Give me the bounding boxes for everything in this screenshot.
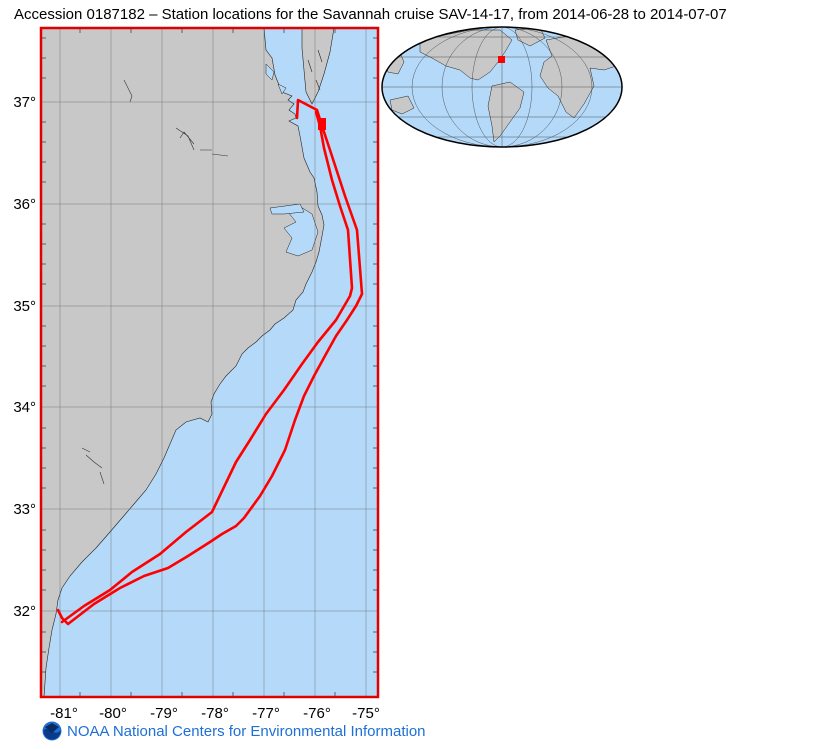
lon-label-76: -76° [303,705,331,722]
lat-label-35: 35° [13,298,36,315]
inset-location-marker [498,56,505,63]
land-mass [41,28,325,697]
lat-label-34: 34° [13,399,36,416]
lat-label-36: 36° [13,196,36,213]
globe-australia [389,95,415,115]
lat-label-32: 32° [13,603,36,620]
coast-detail [307,49,323,91]
noaa-logo-icon [42,721,62,741]
main-map [39,26,380,699]
map-title: Accession 0187182 – Station locations fo… [14,6,727,23]
lon-label-78: -78° [201,705,229,722]
albemarle-sound [269,203,305,215]
lon-label-75: -75° [352,705,380,722]
cruise-track [56,98,364,626]
pamlico-sound [283,203,319,257]
lon-label-79: -79° [150,705,178,722]
bay-detail [265,63,287,95]
inset-globe [381,26,623,148]
longitude-labels: -81° -80° -79° -78° -77° -76° -75° [50,705,380,722]
footer-org-name[interactable]: NOAA National Centers for Environmental … [67,722,426,740]
lon-label-77: -77° [252,705,280,722]
lat-label-37: 37° [13,94,36,111]
lon-label-80: -80° [99,705,127,722]
lon-label-81: -81° [50,705,78,722]
station-cluster [318,118,326,130]
globe-outline [381,26,623,148]
map-frame [39,26,380,699]
inland-waters [81,79,229,485]
latitude-labels: 37° 36° 35° 34° 33° 32° [13,94,36,620]
grid-lines [41,28,378,697]
footer: NOAA National Centers for Environmental … [42,721,426,741]
lat-label-33: 33° [13,501,36,518]
